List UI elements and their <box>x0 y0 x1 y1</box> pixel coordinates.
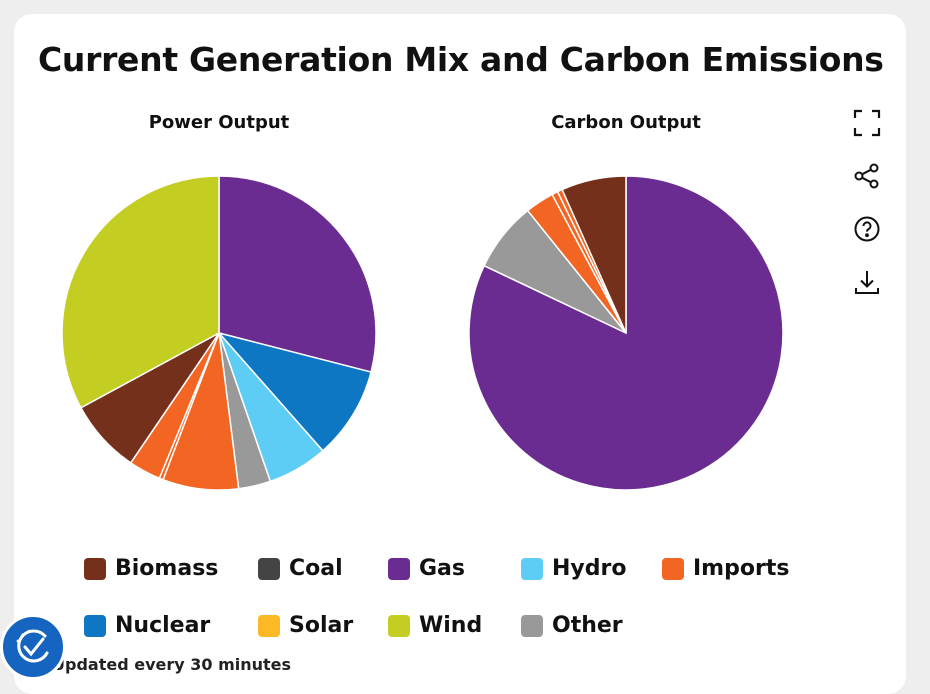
carbon-output-title: Carbon Output <box>551 112 701 133</box>
legend-item-gas[interactable]: Gas <box>388 556 521 581</box>
legend-item-coal[interactable]: Coal <box>258 556 388 581</box>
legend-swatch <box>84 557 106 580</box>
legend-swatch <box>521 614 543 637</box>
legend-swatch <box>388 557 410 580</box>
legend-item-wind[interactable]: Wind <box>388 613 521 638</box>
legend-swatch <box>521 557 543 580</box>
legend-item-hydro[interactable]: Hydro <box>521 556 662 581</box>
pie-slice-nuclear[interactable] <box>218 332 372 452</box>
legend-swatch <box>388 614 410 637</box>
legend-label: Other <box>552 613 623 638</box>
share-button[interactable] <box>848 157 886 195</box>
chart-toolbar <box>848 104 886 316</box>
help-icon <box>854 216 880 242</box>
legend-label: Wind <box>419 613 483 638</box>
legend-item-other[interactable]: Other <box>521 613 662 638</box>
power-output-pie <box>61 175 377 491</box>
power-output-title: Power Output <box>148 112 290 133</box>
legend-swatch <box>84 614 106 637</box>
pie-slice-gas[interactable] <box>218 175 377 373</box>
help-button[interactable] <box>848 210 886 248</box>
legend-label: Biomass <box>115 556 219 581</box>
pie-slice-biomass[interactable] <box>561 175 627 334</box>
legend-swatch <box>258 614 280 637</box>
update-note: Updated every 30 minutes <box>52 655 292 674</box>
fullscreen-icon <box>853 109 881 137</box>
accessibility-badge[interactable] <box>0 614 66 680</box>
legend-item-biomass[interactable]: Biomass <box>84 556 258 581</box>
legend-item-imports[interactable]: Imports <box>662 556 789 581</box>
fullscreen-button[interactable] <box>848 104 886 142</box>
accessibility-check-icon <box>16 629 49 663</box>
legend-label: Imports <box>693 556 790 581</box>
legend-swatch <box>258 557 280 580</box>
pie-slice-wind[interactable] <box>61 175 220 409</box>
chart-legend: Biomass Coal Gas Hydro Imports Nuclear S… <box>84 540 844 654</box>
legend-swatch <box>662 557 684 580</box>
download-icon <box>855 271 879 294</box>
legend-label: Nuclear <box>115 613 211 638</box>
carbon-output-pie <box>468 175 784 491</box>
legend-label: Gas <box>419 556 465 581</box>
legend-item-solar[interactable]: Solar <box>258 613 388 638</box>
page-title: Current Generation Mix and Carbon Emissi… <box>38 40 884 79</box>
legend-label: Solar <box>289 613 354 638</box>
legend-label: Hydro <box>552 556 627 581</box>
share-icon <box>854 163 879 189</box>
download-button[interactable] <box>848 263 886 301</box>
legend-item-nuclear[interactable]: Nuclear <box>84 613 258 638</box>
legend-label: Coal <box>289 556 343 581</box>
